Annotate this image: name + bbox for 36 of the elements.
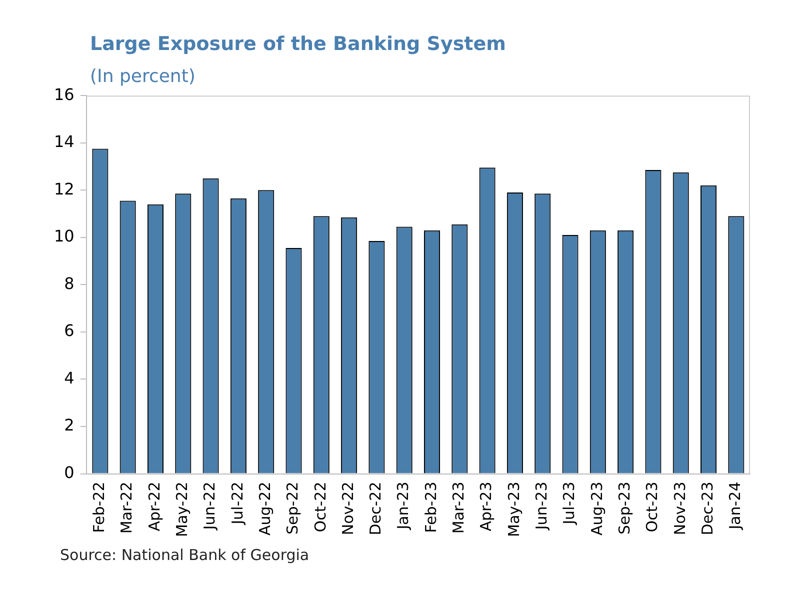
x-tick-label: Dec-22	[366, 482, 385, 536]
x-tick-label: Jun-22	[200, 482, 219, 531]
x-tick-label: Jun-23	[532, 482, 551, 531]
y-tick-label: 8	[64, 274, 74, 293]
x-tick-label: Dec-23	[698, 482, 716, 536]
chart-subtitle: (In percent)	[90, 66, 196, 87]
x-tick-label: Jul-22	[228, 482, 246, 526]
x-tick-label: Feb-23	[422, 482, 440, 533]
x-tick-label: Sep-22	[284, 482, 302, 535]
y-tick-label: 6	[64, 321, 74, 340]
x-tick-label: Aug-23	[588, 482, 606, 536]
x-tick-label: Oct-22	[311, 482, 330, 532]
x-tick-label: May-22	[173, 482, 192, 538]
x-tick-label: May-23	[504, 482, 523, 538]
x-tick-label: Nov-22	[338, 482, 357, 536]
x-tick-label: Mar-22	[118, 482, 136, 534]
y-tick-label: 14	[54, 132, 74, 152]
y-tick-label: 16	[54, 84, 74, 104]
x-tick-label: Aug-22	[256, 482, 274, 536]
y-tick-label: 10	[54, 226, 74, 246]
x-tick-label: Nov-23	[670, 482, 689, 536]
y-tick-label: 2	[64, 416, 74, 435]
source-note: Source: National Bank of Georgia	[60, 546, 310, 564]
x-tick-label: Jan-24	[726, 482, 744, 530]
x-tick-label: Sep-23	[615, 482, 634, 535]
chart-title: Large Exposure of the Banking System	[90, 33, 506, 55]
y-tick-label: 12	[54, 179, 74, 198]
x-tick-label: Mar-23	[450, 482, 468, 534]
x-tick-label: Apr-23	[477, 482, 496, 532]
x-tick-label: Jan-23	[394, 482, 412, 530]
y-tick-label: 4	[64, 368, 74, 388]
x-tick-label: Jul-23	[560, 482, 578, 526]
y-tick-label: 0	[64, 462, 74, 482]
x-tick-label: Apr-22	[145, 482, 164, 532]
x-tick-label: Oct-23	[643, 482, 662, 532]
x-tick-label: Feb-22	[90, 482, 108, 533]
